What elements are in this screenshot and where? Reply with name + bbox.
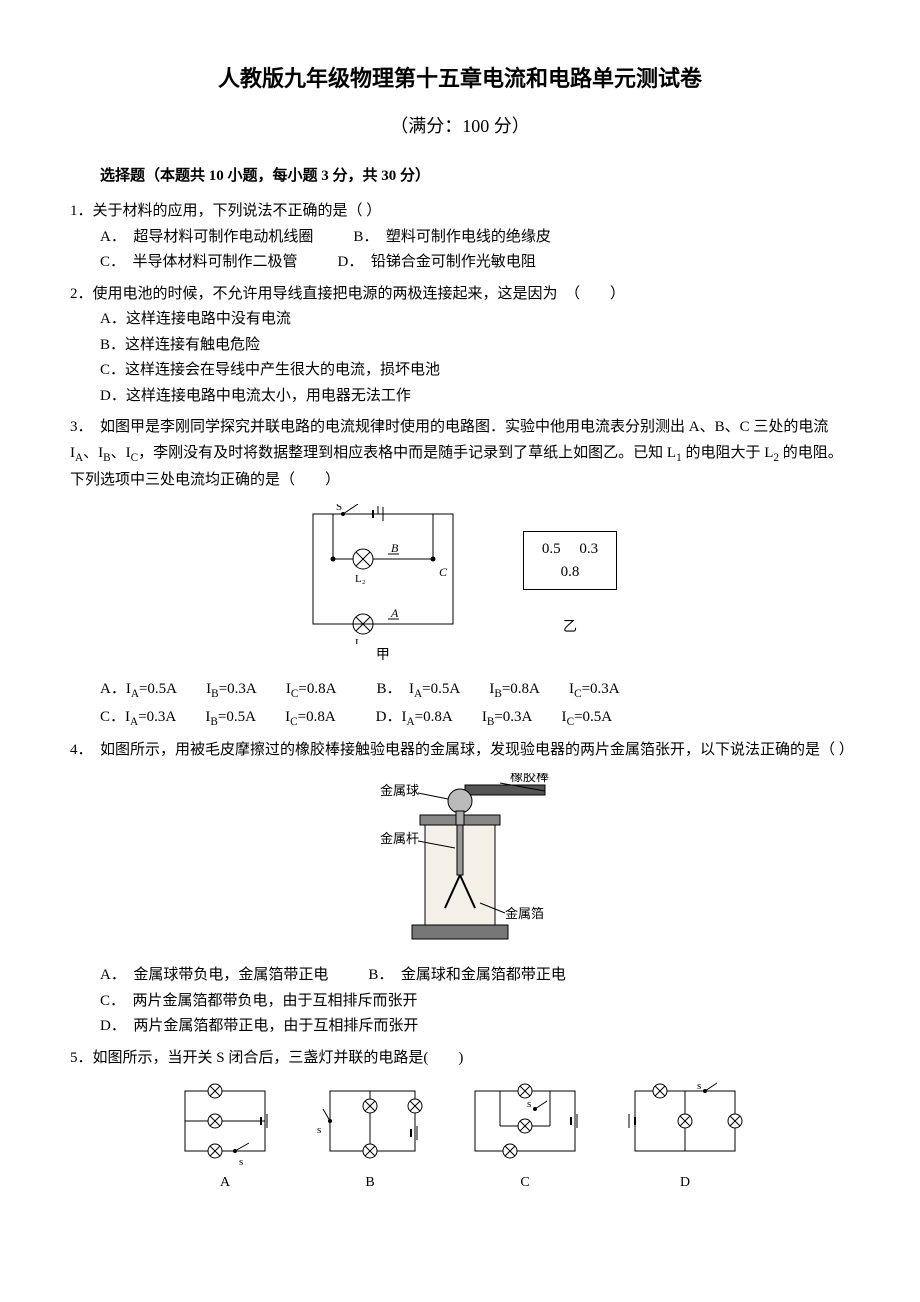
svg-text:S: S xyxy=(336,504,342,513)
q3-opt-b: B． IA=0.5A IB=0.8A IC=0.3A xyxy=(376,677,619,704)
q4-opt-d: D． 两片金属箔都带正电，由于互相排斥而张开 xyxy=(100,1014,850,1040)
svg-text:B: B xyxy=(391,541,399,555)
q5-circuit-b: s B xyxy=(315,1081,425,1195)
q4-stem: 4． 如图所示，用被毛皮摩擦过的橡胶棒接触验电器的金属球，发现验电器的两片金属箔… xyxy=(70,738,850,764)
svg-text:s: s xyxy=(239,1156,243,1168)
question-3: 3． 如图甲是李刚同学探究并联电路的电流规律时使用的电路图．实验中他用电流表分别… xyxy=(70,415,850,731)
page-subtitle: （满分：100 分） xyxy=(70,111,850,142)
q3-sub-a: A xyxy=(75,452,83,464)
q3-sub-b: B xyxy=(103,452,111,464)
q5-label-b: B xyxy=(365,1171,374,1195)
q3-val-1: 0.5 xyxy=(542,541,561,557)
q5-circuit-a: s A xyxy=(175,1081,275,1195)
label-metal-rod: 金属杆 xyxy=(380,831,419,846)
q1-opt-b: B． 塑料可制作电线的绝缘皮 xyxy=(353,225,551,251)
question-1: 1．关于材料的应用，下列说法不正确的是（ ） A． 超导材料可制作电动机线圈 B… xyxy=(70,199,850,276)
circuit-c-icon: s xyxy=(465,1081,585,1171)
svg-text:s: s xyxy=(697,1081,701,1092)
svg-text:s: s xyxy=(527,1098,531,1110)
svg-text:L₂: L₂ xyxy=(355,573,366,585)
q2-opt-a: A．这样连接电路中没有电流 xyxy=(100,307,850,333)
circuit-b-icon: s xyxy=(315,1081,425,1171)
q3-val-3: 0.8 xyxy=(542,561,598,584)
circuit-diagram-icon: S L₂ B L₁ A C xyxy=(303,504,463,644)
label-ball: 金属球 xyxy=(380,783,419,798)
q3-caption-a: 甲 xyxy=(376,644,390,668)
q3-stem-e: 、I xyxy=(111,445,131,461)
electroscope-icon: 橡胶棒 金属球 金属杆 金属箔 xyxy=(350,773,570,953)
q3-figure-a: S L₂ B L₁ A C xyxy=(303,504,463,668)
circuit-a-icon: s xyxy=(175,1081,275,1171)
label-rod: 橡胶棒 xyxy=(510,773,549,784)
q1-opt-c: C． 半导体材料可制作二极管 xyxy=(100,250,298,276)
label-foil: 金属箔 xyxy=(505,906,544,921)
q1-opt-d: D． 铅锑合金可制作光敏电阻 xyxy=(338,250,536,276)
q3-figure-b: 0.5 0.3 0.8 乙 xyxy=(523,531,617,639)
section-head-1: 选择题（本题共 10 小题，每小题 3 分，共 30 分） xyxy=(70,164,850,190)
svg-text:s: s xyxy=(317,1124,321,1136)
q3-val-2: 0.3 xyxy=(579,541,598,557)
q5-label-d: D xyxy=(680,1171,690,1195)
circuit-d-icon: s xyxy=(625,1081,745,1171)
q5-stem: 5．如图所示，当开关 S 闭合后，三盏灯并联的电路是( ) xyxy=(70,1046,850,1072)
page-title: 人教版九年级物理第十五章电流和电路单元测试卷 xyxy=(70,60,850,97)
svg-text:C: C xyxy=(439,565,448,579)
q1-opt-a: A． 超导材料可制作电动机线圈 xyxy=(100,225,313,251)
svg-text:L₁: L₁ xyxy=(355,637,366,644)
question-5: 5．如图所示，当开关 S 闭合后，三盏灯并联的电路是( ) s A xyxy=(70,1046,850,1195)
q5-circuit-c: s C xyxy=(465,1081,585,1195)
q1-stem: 1．关于材料的应用，下列说法不正确的是（ ） xyxy=(70,199,850,225)
q3-stem-i: 的电阻大于 L xyxy=(682,445,774,461)
question-2: 2．使用电池的时候，不允许用导线直接把电源的两极连接起来，这是因为 （ ） A．… xyxy=(70,282,850,410)
q4-opt-b: B． 金属球和金属箔都带正电 xyxy=(368,963,566,989)
q5-circuit-d: s D xyxy=(625,1081,745,1195)
q2-opt-b: B．这样连接有触电危险 xyxy=(100,333,850,359)
q2-opt-c: C．这样连接会在导线中产生很大的电流，损坏电池 xyxy=(100,358,850,384)
q3-opt-c: C．IA=0.3A IB=0.5A IC=0.8A xyxy=(100,705,336,732)
svg-text:A: A xyxy=(390,606,399,620)
q3-data-box: 0.5 0.3 0.8 xyxy=(523,531,617,590)
q5-label-c: C xyxy=(520,1171,529,1195)
q2-opt-d: D．这样连接电路中电流太小，用电器无法工作 xyxy=(100,384,850,410)
q5-label-a: A xyxy=(220,1171,230,1195)
q3-opt-d: D．IA=0.8A IB=0.3A IC=0.5A xyxy=(376,705,612,732)
q3-stem-g: ，李刚没有及时将数据整理到相应表格中而是随手记录到了草纸上如图乙。已知 L xyxy=(138,445,676,461)
q3-stem: 3． 如图甲是李刚同学探究并联电路的电流规律时使用的电路图．实验中他用电流表分别… xyxy=(70,415,850,493)
q4-opt-a: A． 金属球带负电，金属箔带正电 xyxy=(100,963,328,989)
q3-opt-a: A．IA=0.5A IB=0.3A IC=0.8A xyxy=(100,677,336,704)
q3-caption-b: 乙 xyxy=(563,616,577,640)
q4-opt-c: C． 两片金属箔都带负电，由于互相排斥而张开 xyxy=(100,989,850,1015)
q3-stem-c: 、I xyxy=(83,445,103,461)
question-4: 4． 如图所示，用被毛皮摩擦过的橡胶棒接触验电器的金属球，发现验电器的两片金属箔… xyxy=(70,738,850,1040)
q2-stem: 2．使用电池的时候，不允许用导线直接把电源的两极连接起来，这是因为 （ ） xyxy=(70,282,850,308)
